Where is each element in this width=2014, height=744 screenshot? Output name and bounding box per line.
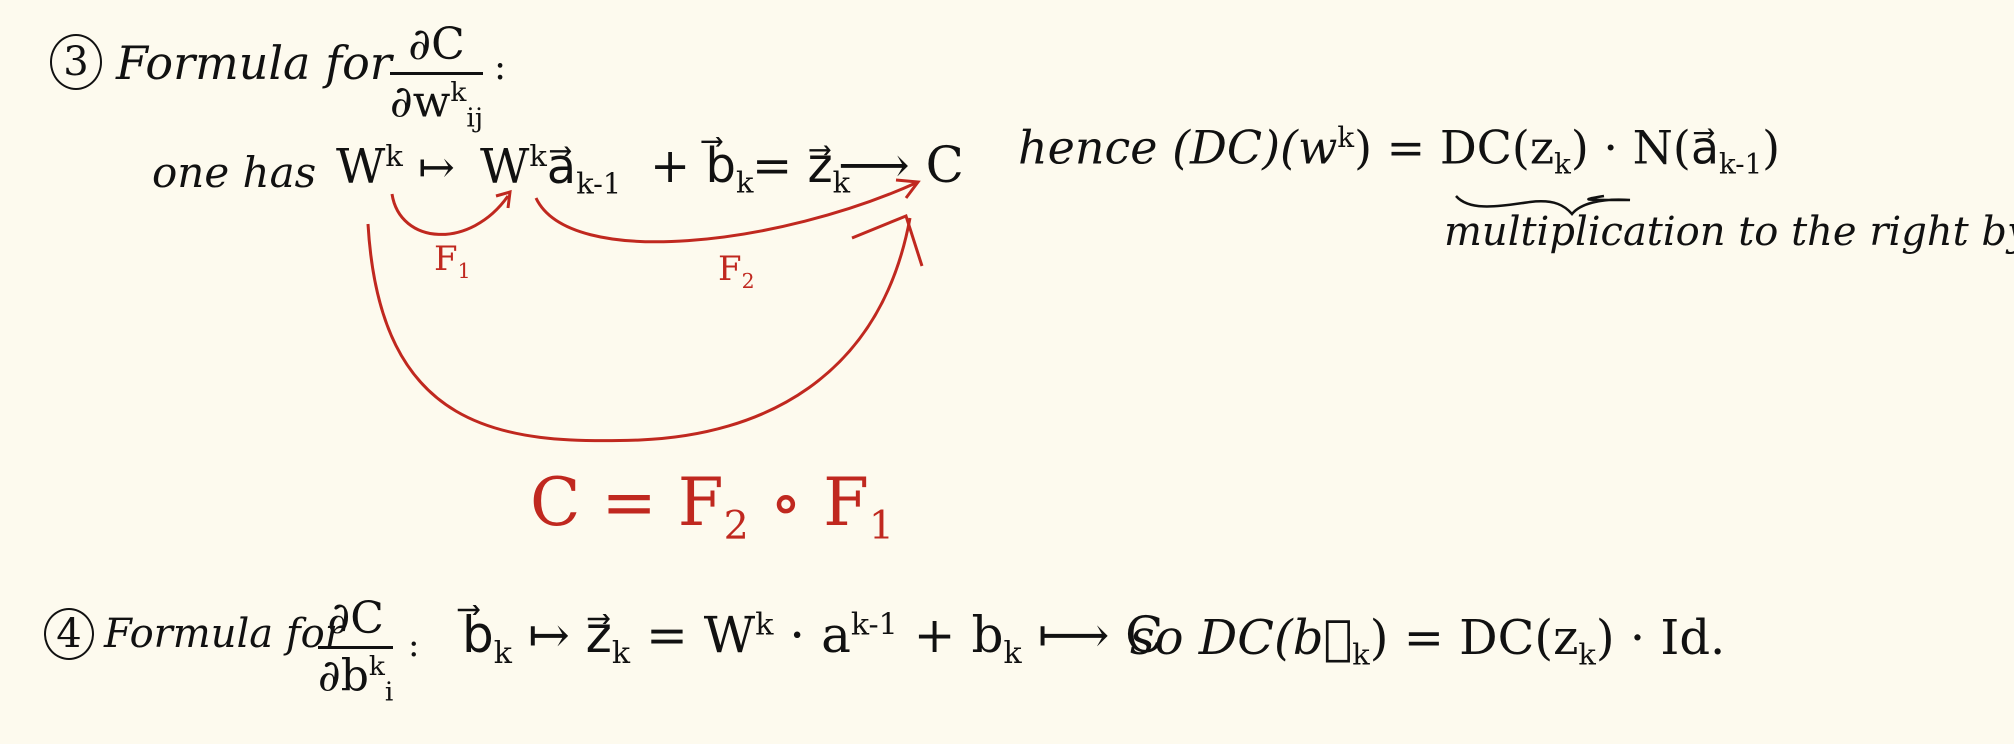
one-has-label: one has — [152, 148, 317, 197]
composition-label: C = F2 ∘ F1 — [530, 464, 895, 550]
C-curve — [366, 217, 912, 443]
section-4-map: b⃗k ↦ z⃗k = Wk · ak-1 + bk ⟼ C — [462, 606, 1164, 671]
equals-z-vector: = z⃗k — [752, 138, 851, 200]
brace-annotation: multiplication to the right by a⃗k-1 — [1444, 209, 2014, 255]
fraction-denominator: ∂wkij — [390, 76, 484, 134]
underbrace — [1455, 194, 1631, 216]
section-4-fraction: ∂C ∂bki — [318, 593, 394, 708]
section-4-colon: : — [408, 625, 420, 665]
fraction-numerator: ∂C — [327, 593, 384, 644]
F2-arrowhead — [895, 178, 921, 199]
fraction-numerator: ∂C — [408, 19, 465, 70]
section-3-number: 3 — [50, 34, 102, 90]
fraction-bar — [390, 72, 484, 76]
fraction-denominator: ∂bki — [318, 650, 394, 708]
F2-label: F2 — [718, 249, 755, 293]
F1-label: F1 — [434, 239, 471, 283]
section-3-colon: : — [494, 47, 507, 88]
F1-arrowhead — [495, 189, 512, 209]
section-3-fraction: ∂C ∂wkij — [390, 19, 484, 134]
maps-to-arrow: ↦ — [418, 142, 455, 193]
F2-curve — [534, 180, 919, 244]
section-4-result: so DC(b⃗k) = DC(zk) · Id. — [1130, 610, 1726, 672]
fraction-bar — [318, 646, 394, 650]
F1-curve — [390, 193, 510, 236]
hence-formula: hence (DC)(wk) = DC(zk) · N(a⃗k-1) — [1018, 120, 1781, 181]
plus-b-vector: + b⃗k — [650, 138, 754, 200]
map-W-times-a: Wka⃗k-1 — [480, 139, 622, 201]
section-4-number: 4 — [44, 608, 94, 660]
map-domain-W: Wk — [336, 139, 403, 195]
section-4-title: Formula for — [104, 611, 344, 657]
section-3-title: Formula for — [116, 36, 392, 90]
C-arrowhead — [851, 213, 924, 267]
